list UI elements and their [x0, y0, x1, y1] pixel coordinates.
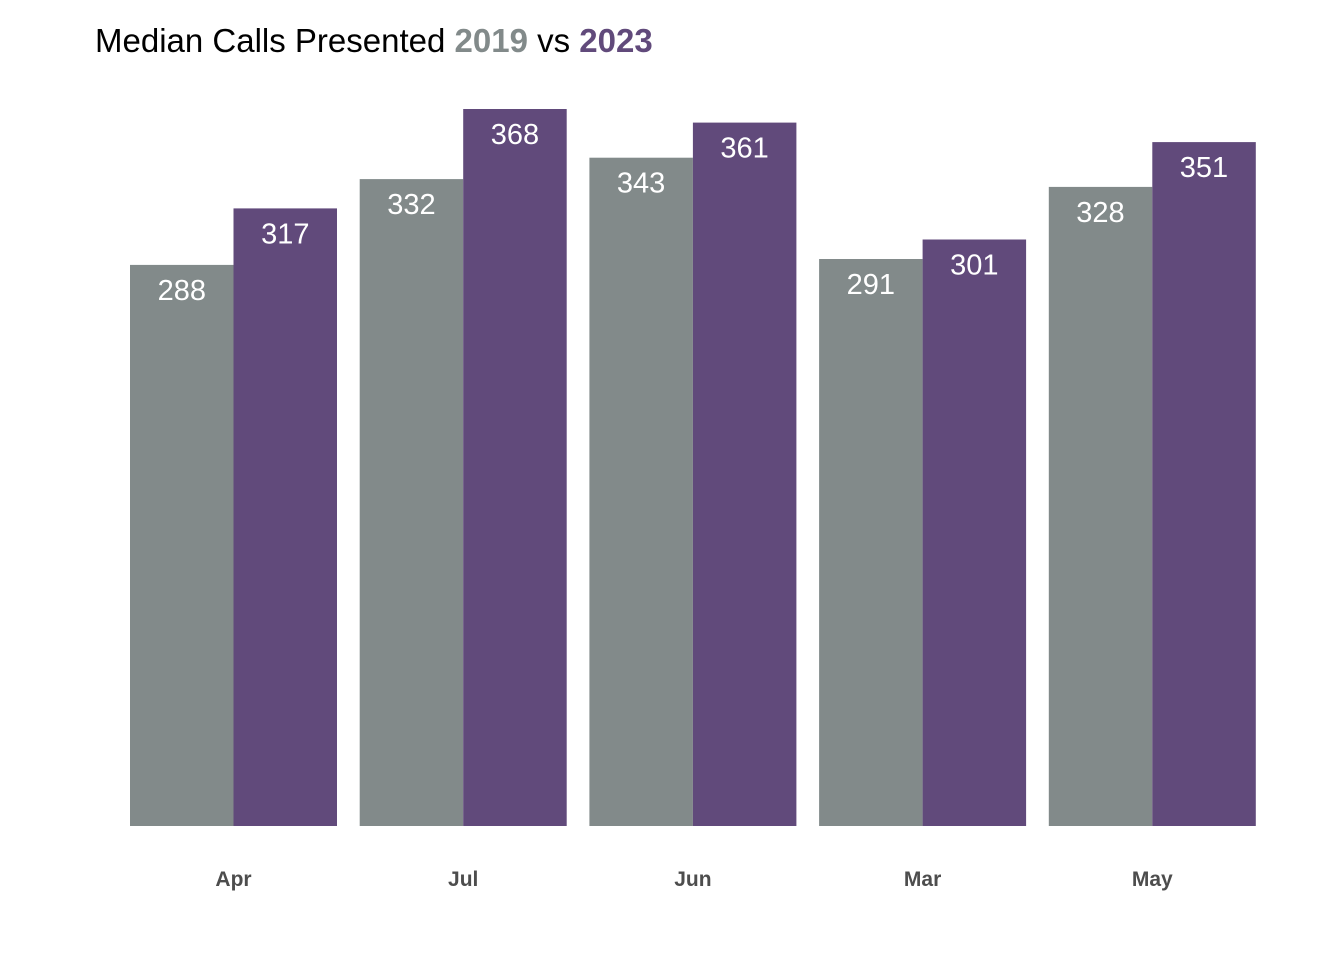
bar-jul-2019: [359, 179, 464, 827]
chart-title: Median Calls Presented 2019 vs 2023: [95, 21, 653, 61]
title-series-2023: 2023: [579, 22, 653, 59]
bar-apr-2023: [233, 208, 337, 826]
bar-may-2019: [1048, 186, 1153, 826]
bar-mar-2019: [819, 259, 923, 826]
data-label-jun-2019: 343: [617, 168, 665, 200]
data-label-may-2023: 351: [1180, 152, 1228, 184]
bar-jun-2023: [692, 122, 797, 827]
x-tick-label-jun: Jun: [674, 868, 711, 891]
bar-mar-2023: [922, 239, 1027, 826]
x-axis: Apr Jul Jun Mar May: [215, 868, 1173, 891]
bar-jun-2019: [589, 157, 693, 826]
bar-may-2023: [1152, 142, 1256, 827]
x-tick-label-may: May: [1132, 868, 1173, 891]
x-tick-label-mar: Mar: [904, 868, 941, 891]
data-label-jul-2019: 332: [387, 189, 435, 221]
bar-jul-2023: [463, 109, 567, 826]
title-series-2019: 2019: [454, 22, 528, 59]
title-prefix: Median Calls Presented: [95, 22, 446, 59]
bar-apr-2019: [130, 264, 234, 826]
data-label-mar-2023: 301: [950, 250, 998, 282]
x-tick-label-jul: Jul: [448, 868, 478, 891]
title-connector: vs: [537, 22, 571, 59]
x-tick-label-apr: Apr: [215, 868, 251, 891]
data-label-apr-2023: 317: [261, 218, 309, 250]
data-label-apr-2019: 288: [158, 275, 206, 307]
data-label-jun-2023: 361: [720, 133, 768, 165]
data-labels-layer: 288 317 332 368 343 361 291 301 328 351: [158, 119, 1229, 307]
data-label-mar-2019: 291: [847, 269, 895, 301]
data-label-jul-2023: 368: [491, 119, 539, 151]
data-label-may-2019: 328: [1076, 197, 1124, 229]
bars-layer: [130, 109, 1256, 827]
